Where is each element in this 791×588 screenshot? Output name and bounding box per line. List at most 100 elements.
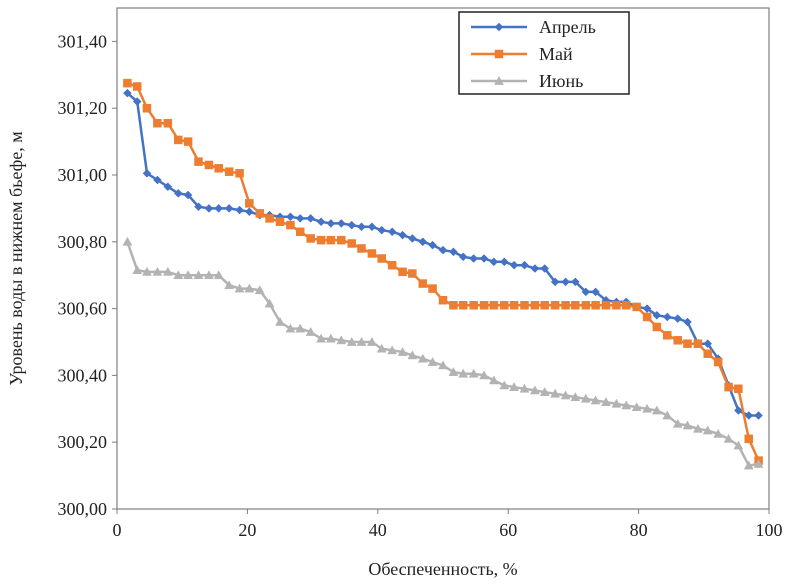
data-point [123, 88, 132, 98]
legend-marker [494, 49, 504, 59]
data-point [174, 135, 183, 145]
data-point [326, 219, 336, 228]
data-point [591, 301, 600, 310]
data-point [683, 339, 692, 348]
y-tick-label: 301,40 [58, 31, 108, 51]
data-point [561, 277, 570, 287]
data-point [509, 260, 519, 270]
data-point [509, 382, 519, 391]
data-point [612, 301, 621, 310]
data-point [264, 298, 275, 308]
data-point [408, 269, 417, 278]
data-point [642, 304, 652, 313]
data-point [336, 219, 346, 228]
data-point [152, 266, 163, 276]
data-point [235, 205, 244, 215]
data-point [316, 235, 326, 245]
data-point [265, 214, 274, 223]
data-point [703, 349, 712, 358]
data-point [458, 368, 469, 378]
y-tick-label: 300,40 [58, 365, 108, 385]
data-point [571, 277, 580, 287]
data-point [449, 301, 458, 310]
data-point [194, 157, 203, 166]
series-1 [123, 88, 763, 420]
data-point [631, 402, 642, 411]
data-point [499, 257, 509, 267]
data-point [214, 204, 224, 213]
data-point [163, 182, 173, 192]
data-point [570, 392, 581, 401]
data-point [183, 270, 193, 280]
data-point [306, 234, 315, 243]
data-point [224, 280, 235, 290]
data-point [438, 296, 448, 305]
data-point [224, 167, 234, 176]
data-point [418, 237, 428, 247]
data-point [499, 380, 510, 390]
data-point [295, 323, 306, 333]
data-point [408, 234, 417, 243]
series-2 [123, 78, 763, 465]
data-point [142, 168, 152, 178]
data-point [458, 252, 468, 262]
data-point [683, 317, 692, 327]
data-point [244, 283, 255, 293]
data-point [326, 235, 336, 245]
data-point [734, 384, 743, 394]
data-point [468, 368, 479, 378]
data-point [438, 360, 448, 370]
data-point [132, 265, 143, 275]
data-point [621, 301, 631, 310]
data-point [204, 204, 214, 213]
data-point [337, 235, 346, 245]
data-point [703, 339, 713, 349]
y-axis-title: Уровень воды в нижнем бьефе, м [6, 131, 26, 385]
data-point [336, 335, 347, 345]
data-point [213, 270, 224, 280]
data-point [224, 204, 234, 213]
data-point [387, 345, 398, 355]
y-tick-label: 300,00 [58, 499, 108, 519]
data-point [122, 236, 133, 246]
data-point [367, 249, 377, 258]
data-point [754, 411, 763, 420]
data-point [479, 254, 489, 263]
data-point [601, 301, 611, 310]
data-point [723, 433, 734, 443]
data-point [377, 254, 386, 263]
data-point [632, 302, 641, 312]
series-3 [122, 236, 764, 470]
data-point [509, 301, 519, 310]
data-point [581, 287, 591, 297]
data-point [245, 207, 254, 217]
data-point [183, 137, 193, 146]
data-point [682, 420, 693, 430]
legend-item: Май [471, 44, 573, 64]
data-point [306, 214, 315, 223]
y-tick-label: 301,00 [58, 165, 108, 185]
data-point [693, 423, 703, 433]
data-point [305, 326, 316, 336]
x-tick-label: 20 [238, 520, 256, 540]
y-tick-label: 301,20 [58, 98, 108, 118]
x-tick-label: 100 [756, 520, 783, 540]
data-point [245, 199, 254, 208]
data-point [428, 284, 437, 293]
series-line [127, 82, 760, 462]
data-point [479, 301, 489, 310]
data-point [316, 217, 326, 227]
data-point [571, 301, 580, 310]
data-point [753, 458, 764, 468]
legend-label: Июнь [539, 71, 583, 91]
data-point [489, 301, 499, 310]
data-point [295, 214, 305, 223]
data-point [458, 301, 468, 310]
data-point [662, 410, 673, 420]
x-tick-label: 60 [499, 520, 517, 540]
data-point [427, 357, 438, 366]
data-point [642, 403, 653, 413]
data-point [163, 118, 173, 128]
data-point [316, 333, 327, 343]
